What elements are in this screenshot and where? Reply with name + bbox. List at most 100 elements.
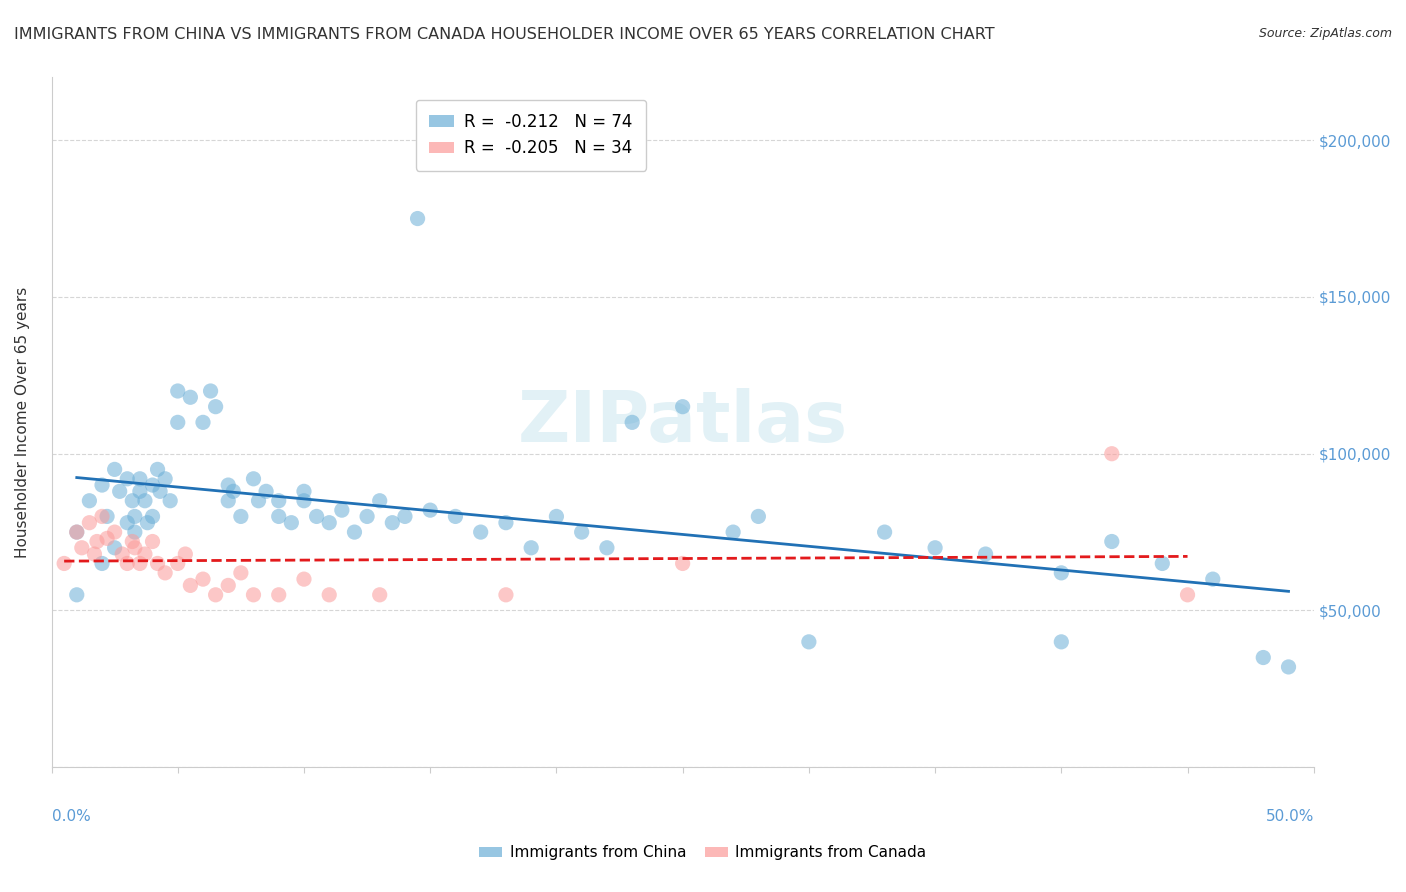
- Point: [280, 516, 302, 530]
- Point: [117, 557, 139, 571]
- Point: [124, 541, 146, 555]
- Point: [146, 557, 169, 571]
- Text: IMMIGRANTS FROM CHINA VS IMMIGRANTS FROM CANADA HOUSEHOLDER INCOME OVER 65 YEARS: IMMIGRANTS FROM CHINA VS IMMIGRANTS FROM…: [14, 27, 994, 42]
- Point: [191, 415, 214, 429]
- Point: [104, 462, 127, 476]
- Point: [79, 493, 101, 508]
- Point: [159, 493, 181, 508]
- Point: [721, 525, 744, 540]
- Point: [419, 503, 441, 517]
- Point: [1251, 650, 1274, 665]
- Point: [1101, 447, 1123, 461]
- Point: [134, 547, 156, 561]
- Point: [141, 478, 163, 492]
- Point: [305, 509, 328, 524]
- Point: [83, 547, 105, 561]
- Point: [217, 478, 239, 492]
- Point: [672, 400, 695, 414]
- Point: [149, 484, 172, 499]
- Point: [254, 484, 277, 499]
- Point: [356, 509, 378, 524]
- Point: [621, 415, 644, 429]
- Point: [53, 557, 76, 571]
- Point: [267, 493, 290, 508]
- Point: [96, 532, 118, 546]
- Point: [217, 493, 239, 508]
- Point: [1050, 566, 1073, 580]
- Point: [128, 472, 150, 486]
- Point: [96, 509, 118, 524]
- Point: [166, 557, 188, 571]
- Point: [797, 635, 820, 649]
- Point: [292, 493, 315, 508]
- Point: [1277, 660, 1299, 674]
- Point: [191, 572, 214, 586]
- Point: [91, 509, 114, 524]
- Point: [66, 525, 89, 540]
- Point: [444, 509, 467, 524]
- Text: 0.0%: 0.0%: [52, 809, 90, 823]
- Legend: R =  -0.212   N = 74, R =  -0.205   N = 34: R = -0.212 N = 74, R = -0.205 N = 34: [416, 100, 647, 170]
- Point: [974, 547, 997, 561]
- Point: [121, 493, 143, 508]
- Point: [179, 578, 201, 592]
- Point: [141, 509, 163, 524]
- Point: [166, 384, 188, 398]
- Point: [672, 557, 695, 571]
- Text: Source: ZipAtlas.com: Source: ZipAtlas.com: [1258, 27, 1392, 40]
- Point: [242, 588, 264, 602]
- Point: [571, 525, 593, 540]
- Point: [318, 516, 340, 530]
- Point: [247, 493, 270, 508]
- Point: [222, 484, 245, 499]
- Point: [229, 566, 252, 580]
- Point: [217, 578, 239, 592]
- Point: [368, 493, 391, 508]
- Point: [124, 509, 146, 524]
- Point: [1101, 534, 1123, 549]
- Point: [104, 541, 127, 555]
- Point: [166, 415, 188, 429]
- Point: [200, 384, 222, 398]
- Point: [406, 211, 429, 226]
- Point: [267, 588, 290, 602]
- Point: [495, 516, 517, 530]
- Point: [292, 572, 315, 586]
- Point: [146, 462, 169, 476]
- Point: [70, 541, 93, 555]
- Point: [91, 557, 114, 571]
- Point: [495, 588, 517, 602]
- Point: [66, 588, 89, 602]
- Point: [394, 509, 416, 524]
- Point: [204, 588, 226, 602]
- Point: [79, 516, 101, 530]
- Point: [134, 493, 156, 508]
- Point: [381, 516, 404, 530]
- Point: [86, 534, 108, 549]
- Point: [66, 525, 89, 540]
- Point: [596, 541, 619, 555]
- Point: [873, 525, 896, 540]
- Point: [91, 478, 114, 492]
- Point: [174, 547, 197, 561]
- Point: [924, 541, 946, 555]
- Point: [136, 516, 159, 530]
- Point: [179, 390, 201, 404]
- Point: [153, 566, 176, 580]
- Point: [108, 484, 131, 499]
- Point: [117, 516, 139, 530]
- Point: [104, 525, 127, 540]
- Point: [141, 534, 163, 549]
- Point: [128, 484, 150, 499]
- Point: [1152, 557, 1174, 571]
- Point: [747, 509, 769, 524]
- Point: [111, 547, 134, 561]
- Point: [368, 588, 391, 602]
- Legend: Immigrants from China, Immigrants from Canada: Immigrants from China, Immigrants from C…: [474, 839, 932, 866]
- Point: [1177, 588, 1199, 602]
- Point: [546, 509, 568, 524]
- Point: [292, 484, 315, 499]
- Point: [1050, 635, 1073, 649]
- Point: [117, 472, 139, 486]
- Point: [121, 534, 143, 549]
